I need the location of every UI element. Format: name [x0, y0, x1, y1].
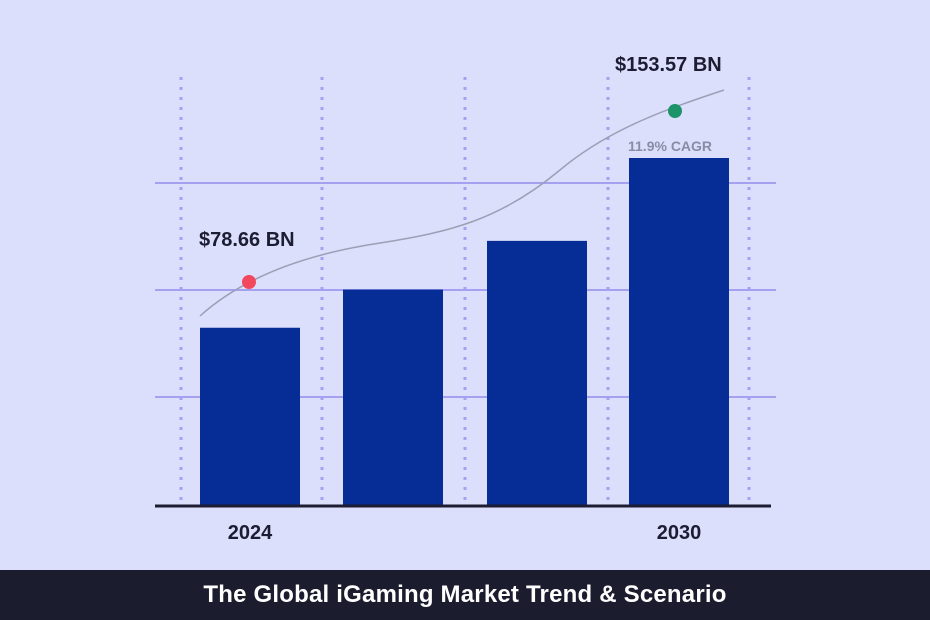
start-value-dot	[242, 275, 256, 289]
bar-2	[343, 289, 443, 506]
end-value-label: $153.57 BN	[615, 54, 722, 76]
x-tick-label: 2024	[228, 522, 273, 544]
end-value-dot	[668, 104, 682, 118]
bar-3	[487, 240, 587, 506]
bars	[200, 158, 729, 506]
cagr-label: 11.9% CAGR	[628, 138, 712, 154]
vertical-gridlines	[179, 77, 751, 506]
start-value-label: $78.66 BN	[199, 229, 295, 251]
bar-1	[200, 327, 300, 506]
chart-title-banner: The Global iGaming Market Trend & Scenar…	[0, 570, 930, 620]
x-tick-labels: 2024 2030	[228, 522, 702, 544]
trend-line	[199, 89, 725, 317]
bar-4	[629, 158, 729, 506]
x-tick-label: 2030	[657, 522, 702, 544]
bar-chart: $78.66 BN $153.57 BN 11.9% CAGR 2024 2030	[155, 54, 776, 544]
